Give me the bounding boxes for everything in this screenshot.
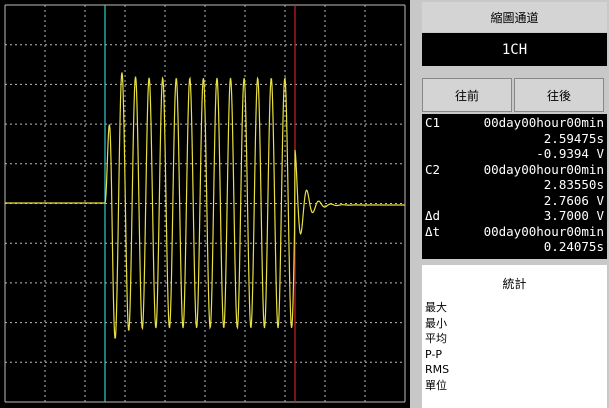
stats-label: 最大 <box>425 301 447 314</box>
readout-row: 2.83550s <box>425 177 604 193</box>
channel-title: 縮圖通道 <box>422 2 607 32</box>
readout-label: Δd <box>425 208 441 223</box>
channel-select[interactable]: 1CH <box>422 33 607 66</box>
readout-row: 0.24075s <box>425 239 604 255</box>
readout-value: 00day00hour00min <box>483 161 604 177</box>
waveform <box>5 72 405 339</box>
stats-label: 單位 <box>425 378 447 392</box>
readout-row: C2 00day00hour00min <box>425 162 604 178</box>
readout-row: Δd 3.7000 V <box>425 208 604 224</box>
stats-label: RMS <box>425 363 450 376</box>
readout-label: C1 <box>425 115 441 130</box>
stats-label: P-P <box>425 347 442 361</box>
readout-row: 2.59475s <box>425 131 604 147</box>
stats-label: 最小 <box>425 316 447 330</box>
readout-value: 0.24075s <box>543 239 604 254</box>
cursor-readout: C1 00day00hour00min 2.59475s -0.9394 V C2 00d… <box>422 114 607 259</box>
readout-value: 2.83550s <box>543 177 604 192</box>
readout-row: C1 00day00hour00min <box>425 115 604 131</box>
readout-value: -0.9394 V <box>536 146 604 161</box>
stats-title: 統計 <box>502 277 527 291</box>
readout-value: 00day00hour00min <box>483 223 604 239</box>
prev-button[interactable]: 往前 <box>422 78 512 112</box>
readout-label: C2 <box>425 161 441 177</box>
readout-row: -0.9394 V <box>425 146 604 162</box>
next-button[interactable]: 往後 <box>514 78 604 112</box>
readout-value: 3.7000 V <box>543 208 604 223</box>
readout-value: 00day00hour00min <box>483 115 604 130</box>
readout-row: Δt 00day00hour00min <box>425 224 604 240</box>
statistics: 統計 最大最小平均 P-P RMS 單位 <box>422 265 607 408</box>
readout-label: Δt <box>425 223 441 239</box>
readout-row: 2.7606 V <box>425 193 604 209</box>
readout-value: 2.59475s <box>543 130 604 146</box>
scope-screen <box>0 0 410 408</box>
stats-label: 平均 <box>425 332 447 345</box>
readout-value: 2.7606 V <box>543 192 604 208</box>
